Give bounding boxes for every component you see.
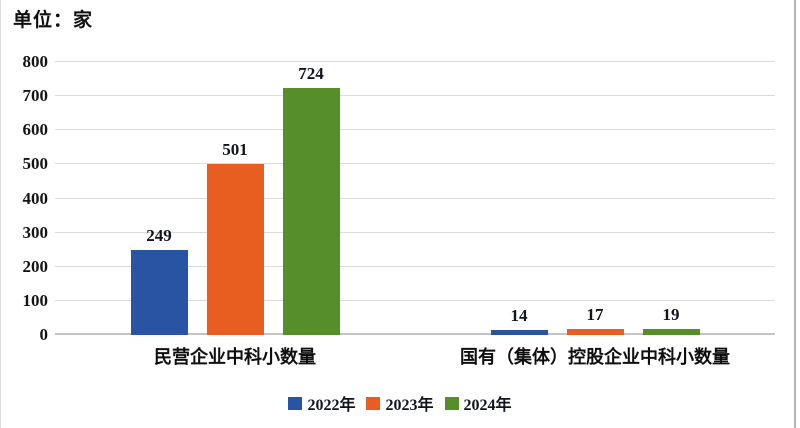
gridline [55, 197, 775, 199]
bar-2024年: 19 [642, 305, 700, 335]
gridline [55, 61, 775, 62]
y-tick-label: 200 [22, 256, 49, 276]
bar-value-label: 14 [510, 306, 528, 326]
legend: 2022年 2023年 2024年 [0, 391, 800, 415]
legend-swatch [444, 396, 459, 410]
legend-item-2023年: 2023年 [366, 391, 434, 415]
legend-swatch [366, 396, 381, 410]
gridline [55, 265, 775, 267]
legend-label: 2024年 [463, 397, 512, 414]
bar-value-label: 17 [586, 305, 604, 325]
plot-area: 249 501 724 14 17 19 [55, 61, 775, 335]
y-tick-label: 600 [22, 120, 49, 140]
bar-2024年: 724 [282, 64, 340, 335]
legend-swatch [288, 396, 303, 410]
bar-2023年: 501 [206, 140, 264, 335]
gridline [55, 299, 775, 301]
unit-label: 单位：家 [13, 10, 94, 31]
gridline [55, 231, 775, 233]
y-tick-label: 800 [22, 52, 49, 71]
left-border [0, 0, 1, 428]
bar-2022年: 14 [490, 306, 548, 335]
y-tick-label: 300 [22, 222, 49, 242]
category-label: 国有（集体）控股企业中科小数量 [460, 347, 730, 367]
bar-value-label: 501 [222, 140, 248, 160]
legend-label: 2023年 [385, 397, 434, 414]
y-tick-label: 500 [22, 154, 49, 174]
legend-item-2024年: 2024年 [444, 391, 512, 415]
bar-2022年: 249 [130, 226, 188, 335]
bar-2023年: 17 [566, 305, 624, 335]
bar-value-label: 19 [662, 304, 680, 324]
y-tick-label: 100 [22, 290, 49, 310]
bar-value-label: 724 [298, 63, 324, 83]
gridline [55, 333, 775, 335]
legend-item-2022年: 2022年 [288, 391, 355, 415]
category-label: 民营企业中科小数量 [154, 347, 316, 367]
y-tick-label: 700 [22, 86, 49, 106]
gridline [55, 163, 775, 165]
y-tick-label: 400 [22, 188, 49, 208]
right-border [794, 0, 796, 428]
gridline [55, 129, 775, 131]
bar-value-label: 249 [146, 226, 172, 246]
legend-label: 2022年 [307, 397, 356, 414]
y-tick-label: 0 [39, 325, 49, 344]
gridline [55, 95, 775, 97]
